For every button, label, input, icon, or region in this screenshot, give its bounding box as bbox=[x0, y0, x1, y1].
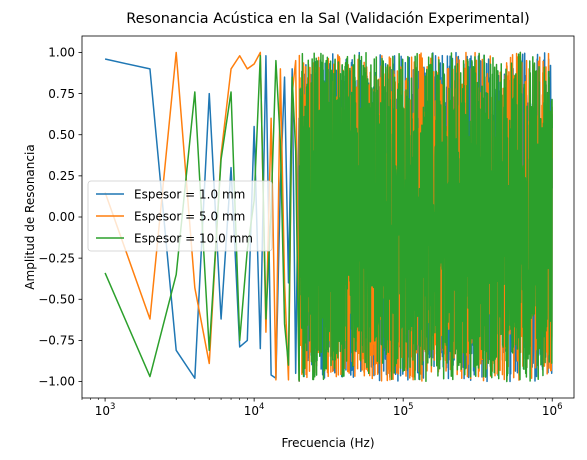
legend-box bbox=[87, 180, 273, 252]
y-axis: 1.00 0.75 0.50 0.25 0.00 −0.25 −0.50 −0.75 −1.00 bbox=[38, 46, 82, 389]
y-tick-label: 0.75 bbox=[48, 87, 75, 101]
x-tick-label: 105 bbox=[393, 402, 414, 418]
plot-area bbox=[104, 51, 553, 383]
y-tick-label: 0.25 bbox=[48, 169, 75, 183]
y-tick-label: 0.50 bbox=[48, 128, 75, 142]
y-tick-label: −0.25 bbox=[38, 251, 75, 265]
y-tick-label: −1.00 bbox=[38, 375, 75, 389]
chart-title: Resonancia Acústica en la Sal (Validació… bbox=[126, 11, 530, 27]
x-tick-label: 104 bbox=[244, 402, 265, 418]
y-tick-label: −0.75 bbox=[38, 334, 75, 348]
legend-label: Espesor = 10.0 mm bbox=[134, 231, 253, 245]
legend: Espesor = 1.0 mm Espesor = 5.0 mm Espesor … bbox=[87, 180, 273, 252]
x-axis: 103 104 105 106 bbox=[81, 398, 563, 418]
legend-label: Espesor = 1.0 mm bbox=[134, 187, 245, 201]
y-tick-label: 0.00 bbox=[48, 210, 75, 224]
x-tick-label: 103 bbox=[95, 402, 116, 418]
y-tick-label: −0.50 bbox=[38, 292, 75, 306]
x-tick-label: 106 bbox=[542, 402, 563, 418]
x-axis-label: Frecuencia (Hz) bbox=[281, 436, 374, 450]
legend-label: Espesor = 5.0 mm bbox=[134, 209, 245, 223]
y-axis-label: Amplitud de Resonancia bbox=[23, 144, 37, 289]
y-tick-label: 1.00 bbox=[48, 46, 75, 60]
series-line-3 bbox=[104, 51, 553, 383]
